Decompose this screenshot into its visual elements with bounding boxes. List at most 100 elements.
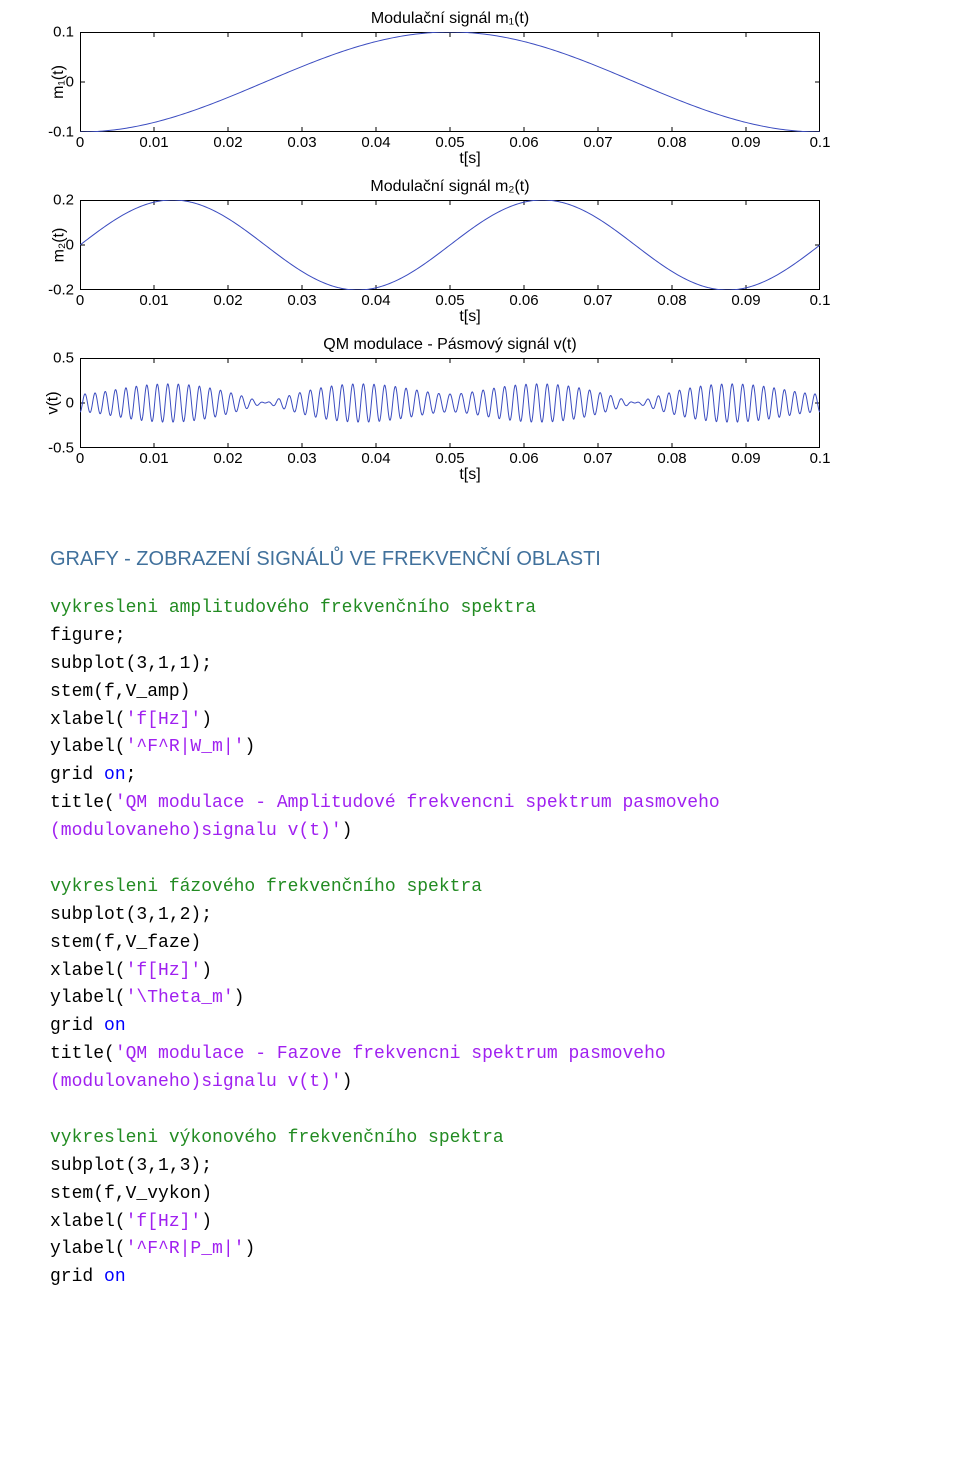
code-line: stem(f,V_faze)	[50, 930, 910, 958]
plot-wrap: v(t)-0.500.500.010.020.030.040.050.060.0…	[80, 358, 820, 448]
code-line: (modulovaneho)signalu v(t)')	[50, 1069, 910, 1097]
xtick-label: 0.06	[509, 450, 538, 467]
code-token: xlabel(	[50, 961, 126, 981]
code-token: '\Theta_m'	[126, 988, 234, 1008]
xtick-label: 0.03	[287, 450, 316, 467]
code-token: 'QM modulace - Fazove frekvencni spektru…	[115, 1044, 666, 1064]
text-section: GRAFY - ZOBRAZENÍ SIGNÁLŮ VE FREKVENČNÍ …	[0, 514, 960, 1332]
code-token: )	[342, 821, 353, 841]
code-token: grid	[50, 765, 104, 785]
xtick-label: 0.04	[361, 134, 390, 151]
xtick-label: 0.09	[731, 450, 760, 467]
code-line: grid on;	[50, 762, 910, 790]
xtick-label: 0.01	[139, 450, 168, 467]
code-line: subplot(3,1,2);	[50, 902, 910, 930]
code-line	[50, 1097, 910, 1125]
xlabel: t[s]	[80, 150, 860, 168]
code-token: '^F^R|P_m|'	[126, 1239, 245, 1259]
ytick-label: -0.5	[48, 440, 74, 457]
code-token: grid	[50, 1267, 104, 1287]
xtick-label: 0.04	[361, 292, 390, 309]
ytick-label: 0	[66, 395, 74, 412]
code-line: grid on	[50, 1264, 910, 1292]
ytick-label: 0.2	[53, 192, 74, 209]
xtick-label: 0.07	[583, 134, 612, 151]
code-token: xlabel(	[50, 1212, 126, 1232]
code-line: subplot(3,1,1);	[50, 651, 910, 679]
xtick-label: 0.05	[435, 450, 464, 467]
code-line	[50, 846, 910, 874]
ytick-label: -0.2	[48, 282, 74, 299]
subplot-title: Modulační signál m₂(t)	[40, 178, 860, 196]
code-line: vykresleni fázového frekvenčního spektra	[50, 874, 910, 902]
code-line: figure;	[50, 623, 910, 651]
code-token: )	[234, 988, 245, 1008]
xtick-label: 0.04	[361, 450, 390, 467]
xtick-label: 0.09	[731, 292, 760, 309]
code-token: grid	[50, 1016, 104, 1036]
code-token: on	[104, 765, 126, 785]
code-token: 'QM modulace - Amplitudové frekvencni sp…	[115, 793, 720, 813]
code-line: stem(f,V_vykon)	[50, 1181, 910, 1209]
ytick-label: 0	[66, 74, 74, 91]
code-token: 'f[Hz]'	[126, 710, 202, 730]
code-line: title('QM modulace - Amplitudové frekven…	[50, 790, 910, 818]
ytick-label: 0.5	[53, 350, 74, 367]
code-line: ylabel('\Theta_m')	[50, 985, 910, 1013]
xlabel: t[s]	[80, 466, 860, 484]
code-token: )	[201, 961, 212, 981]
subplot-1: Modulační signál m₁(t)m₁(t)-0.100.100.01…	[40, 10, 860, 168]
code-line: xlabel('f[Hz]')	[50, 958, 910, 986]
xtick-label: 0.03	[287, 292, 316, 309]
xtick-label: 0.06	[509, 292, 538, 309]
code-line: vykresleni výkonového frekvenčního spekt…	[50, 1125, 910, 1153]
xtick-label: 0.1	[810, 292, 831, 309]
subplot-2: Modulační signál m₂(t)m₂(t)-0.200.200.01…	[40, 178, 860, 326]
subplot-3: QM modulace - Pásmový signál v(t)v(t)-0.…	[40, 336, 860, 484]
xtick-label: 0.08	[657, 292, 686, 309]
code-token: )	[244, 737, 255, 757]
xtick-label: 0	[76, 450, 84, 467]
xtick-label: 0.02	[213, 450, 242, 467]
code-token: on	[104, 1267, 126, 1287]
code-token: )	[201, 1212, 212, 1232]
code-token: title(	[50, 793, 115, 813]
xtick-label: 0.01	[139, 134, 168, 151]
xtick-label: 0.05	[435, 292, 464, 309]
ylabel: v(t)	[45, 391, 63, 414]
figure-area: Modulační signál m₁(t)m₁(t)-0.100.100.01…	[40, 10, 860, 484]
xtick-label: 0.1	[810, 450, 831, 467]
chart-svg	[80, 32, 820, 132]
code-token: ylabel(	[50, 737, 126, 757]
code-block: vykresleni amplitudového frekvenčního sp…	[50, 595, 910, 1292]
xtick-label: 0.02	[213, 292, 242, 309]
code-line: ylabel('^F^R|W_m|')	[50, 734, 910, 762]
subplot-title: QM modulace - Pásmový signál v(t)	[40, 336, 860, 354]
code-token: 'f[Hz]'	[126, 961, 202, 981]
code-token: ylabel(	[50, 1239, 126, 1259]
code-token: title(	[50, 1044, 115, 1064]
code-token: )	[201, 710, 212, 730]
code-token: ;	[126, 765, 137, 785]
curve	[80, 32, 820, 132]
code-line: subplot(3,1,3);	[50, 1153, 910, 1181]
code-token: (modulovaneho)signalu v(t)'	[50, 821, 342, 841]
code-line: (modulovaneho)signalu v(t)')	[50, 818, 910, 846]
xtick-label: 0.03	[287, 134, 316, 151]
xtick-label: 0.07	[583, 450, 612, 467]
xtick-label: 0.1	[810, 134, 831, 151]
code-line: stem(f,V_amp)	[50, 679, 910, 707]
xtick-label: 0.09	[731, 134, 760, 151]
xtick-label: 0.01	[139, 292, 168, 309]
code-token: (modulovaneho)signalu v(t)'	[50, 1072, 342, 1092]
xtick-label: 0.02	[213, 134, 242, 151]
code-line: xlabel('f[Hz]')	[50, 1209, 910, 1237]
code-line: title('QM modulace - Fazove frekvencni s…	[50, 1041, 910, 1069]
code-line: xlabel('f[Hz]')	[50, 707, 910, 735]
code-token: )	[244, 1239, 255, 1259]
xtick-label: 0	[76, 134, 84, 151]
code-line: grid on	[50, 1013, 910, 1041]
code-token: '^F^R|W_m|'	[126, 737, 245, 757]
code-line: ylabel('^F^R|P_m|')	[50, 1236, 910, 1264]
code-token: xlabel(	[50, 710, 126, 730]
